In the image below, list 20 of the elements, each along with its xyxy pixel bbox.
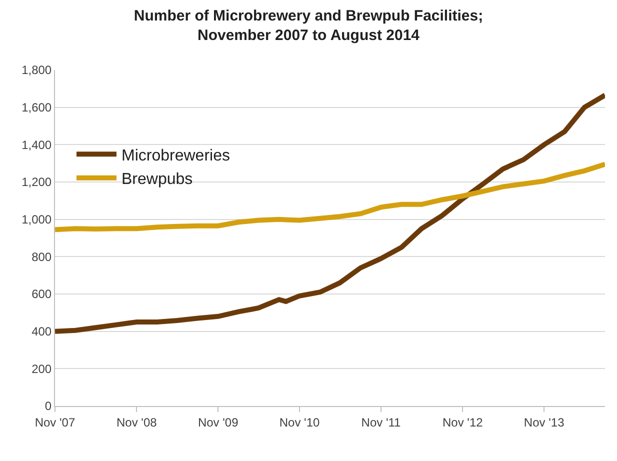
x-tick-label: Nov '13 — [524, 415, 565, 430]
x-tick-label: Nov '08 — [116, 415, 158, 430]
x-tick-label: Nov '09 — [198, 415, 239, 430]
y-tick-label: 1,000 — [22, 212, 52, 227]
chart-title: Number of Microbrewery and Brewpub Facilities; November 2007 to August 2014 — [134, 8, 484, 44]
x-tick-label: Nov '10 — [279, 415, 320, 430]
y-tick-label: 1,800 — [22, 63, 52, 78]
y-tick-label: 1,600 — [22, 100, 52, 115]
y-tick-label: 400 — [32, 324, 52, 339]
y-tick-label: 600 — [32, 287, 52, 302]
y-tick-label: 1,200 — [22, 175, 52, 190]
legend-label: Microbreweries — [122, 147, 230, 164]
x-tick-label: Nov '12 — [442, 415, 484, 430]
y-tick-label: 1,400 — [22, 138, 52, 152]
y-tick-label: 800 — [32, 250, 52, 264]
y-tick-label: 200 — [32, 362, 52, 376]
x-tick-label: Nov '11 — [361, 415, 402, 430]
x-tick-label: Nov '07 — [34, 415, 76, 430]
y-tick-label: 0 — [44, 399, 52, 414]
legend-label: Brewpubs — [122, 171, 193, 188]
